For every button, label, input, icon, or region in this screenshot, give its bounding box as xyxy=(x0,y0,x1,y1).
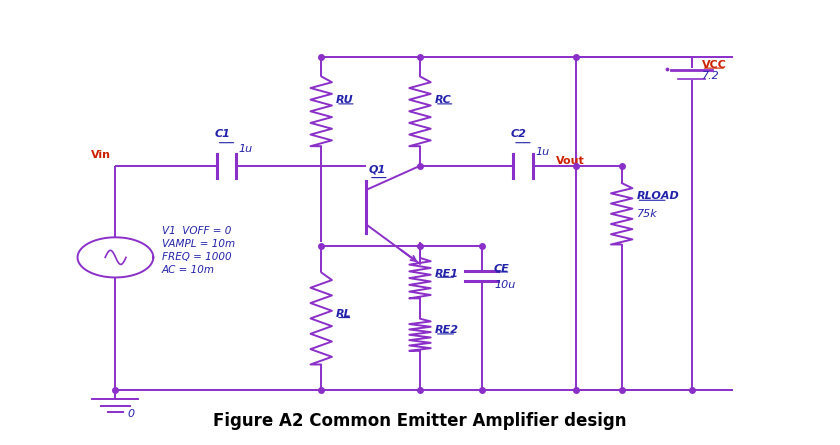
Text: RE2: RE2 xyxy=(435,325,459,336)
Text: RLOAD: RLOAD xyxy=(637,191,680,201)
Text: C2: C2 xyxy=(511,129,527,139)
Text: RE1: RE1 xyxy=(435,269,459,279)
Text: VAMPL = 10m: VAMPL = 10m xyxy=(161,239,234,249)
Text: C1: C1 xyxy=(214,129,230,139)
Text: 1u: 1u xyxy=(239,144,253,154)
Text: RU: RU xyxy=(336,95,354,105)
Text: RC: RC xyxy=(435,95,452,105)
Text: Q1: Q1 xyxy=(369,165,386,174)
Text: 10u: 10u xyxy=(494,279,515,290)
Text: Vin: Vin xyxy=(92,150,112,160)
Text: Figure A2 Common Emitter Amplifier design: Figure A2 Common Emitter Amplifier desig… xyxy=(213,412,627,430)
Text: RL: RL xyxy=(336,309,352,319)
Text: 75k: 75k xyxy=(637,209,657,219)
Text: 0: 0 xyxy=(128,409,135,419)
Text: 7.2: 7.2 xyxy=(701,71,719,81)
Text: 1u: 1u xyxy=(535,147,549,157)
Text: FREQ = 1000: FREQ = 1000 xyxy=(161,252,231,263)
Text: AC = 10m: AC = 10m xyxy=(161,266,214,275)
Text: CE: CE xyxy=(494,263,510,274)
Text: Vout: Vout xyxy=(556,156,585,166)
Text: V1  VOFF = 0: V1 VOFF = 0 xyxy=(161,226,231,236)
Text: VCC: VCC xyxy=(701,60,727,69)
